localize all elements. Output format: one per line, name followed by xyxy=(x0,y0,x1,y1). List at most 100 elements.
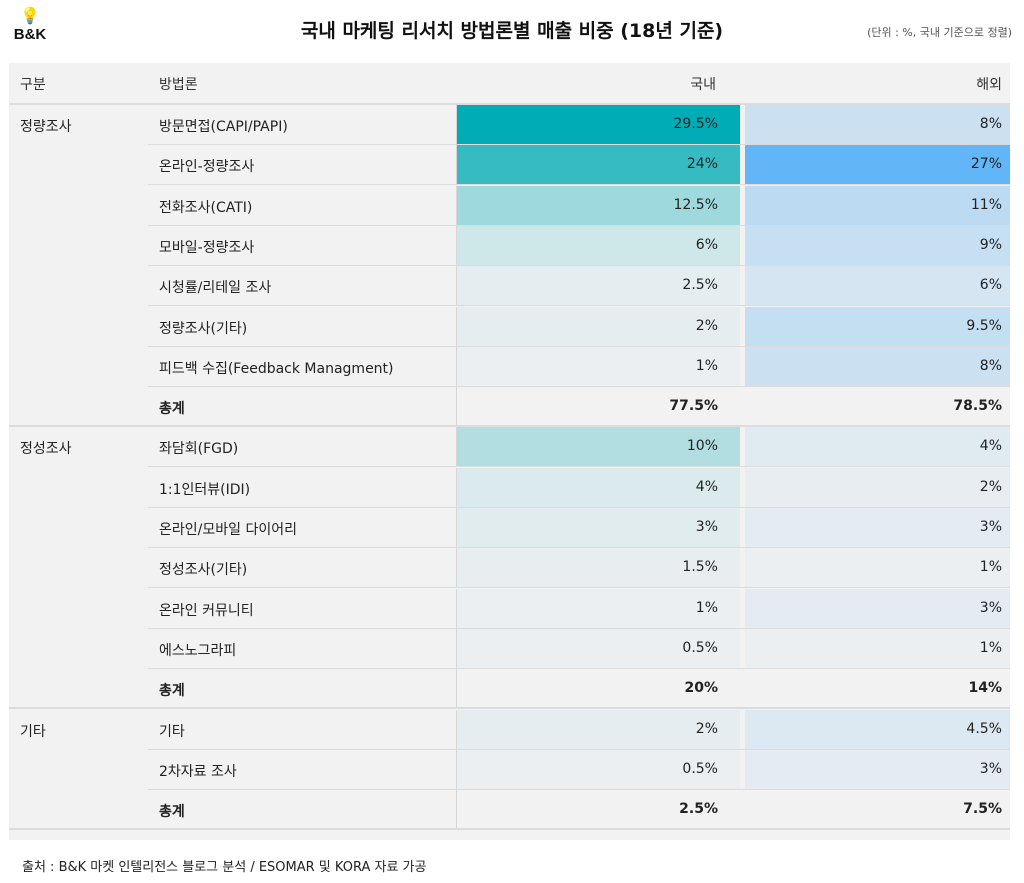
group-label: 정량조사 xyxy=(20,119,72,135)
data-table: 구분 방법론 국내 해외 정량조사 방문면접(CAPI/PAPI) 29.5% 8% 온… xyxy=(9,63,1010,840)
table-row: 시청률/리테일 조사 2.5% 6% xyxy=(9,266,1010,307)
total-row: 총계 77.5% 78.5% xyxy=(9,387,1010,428)
header-method: 방법론 xyxy=(159,77,198,93)
overseas-value: 11% xyxy=(745,185,1010,225)
method-label: 총계 xyxy=(159,401,185,418)
lightbulb-dollar-icon: 💡 xyxy=(20,6,40,25)
method-label: 모바일-정량조사 xyxy=(159,239,255,256)
domestic-value: 4% xyxy=(456,467,740,507)
domestic-value: 3% xyxy=(456,508,740,547)
table-row: 온라인 커뮤니티 1% 3% xyxy=(9,588,1010,629)
overseas-value: 9% xyxy=(745,225,1010,265)
row-divider xyxy=(148,305,1010,307)
domestic-value: 2% xyxy=(456,709,740,749)
domestic-value: 1% xyxy=(456,588,740,628)
domestic-value: 0.5% xyxy=(456,749,740,789)
domestic-value: 24% xyxy=(456,145,740,185)
domestic-value: 1% xyxy=(456,346,740,386)
method-label: 총계 xyxy=(159,804,185,821)
source-note: 출처 : B&K 마켓 인텔리전스 블로그 분석 / ESOMAR 및 KORA… xyxy=(22,860,427,875)
page-title: 국내 마케팅 리서치 방법론별 매출 비중 (18년 기준) xyxy=(300,20,724,42)
table-row: 전화조사(CATI) 12.5% 11% xyxy=(9,185,1010,226)
row-divider xyxy=(148,385,1010,387)
row-divider xyxy=(9,828,1010,831)
row-divider xyxy=(148,627,1010,629)
method-label: 피드백 수집(Feedback Managment) xyxy=(159,360,394,377)
row-divider xyxy=(148,345,1010,347)
method-label: 2차자료 조사 xyxy=(159,763,237,780)
row-divider xyxy=(148,184,1010,186)
table-row: 기타 기타 2% 4.5% xyxy=(9,709,1010,750)
domestic-value: 29.5% xyxy=(456,105,740,144)
header-overseas: 해외 xyxy=(976,77,1002,93)
overseas-value: 2% xyxy=(745,467,1010,507)
domestic-value: 2% xyxy=(456,306,740,346)
overseas-value: 8% xyxy=(745,346,1010,386)
method-label: 온라인 커뮤니티 xyxy=(159,602,254,619)
row-divider xyxy=(9,425,1010,428)
group-label: 정성조사 xyxy=(20,441,72,458)
header-domestic: 국내 xyxy=(690,77,716,93)
row-divider xyxy=(148,466,1010,468)
row-divider xyxy=(148,667,1010,669)
method-label: 정량조사(기타) xyxy=(159,320,248,337)
method-label: 방문면접(CAPI/PAPI) xyxy=(159,119,288,135)
table-row: 정량조사 방문면접(CAPI/PAPI) 29.5% 8% xyxy=(9,105,1010,145)
method-label: 온라인-정량조사 xyxy=(159,159,255,176)
domestic-value: 2.5% xyxy=(456,266,740,306)
method-label: 1:1인터뷰(IDI) xyxy=(159,481,251,498)
method-label: 전화조사(CATI) xyxy=(159,199,253,216)
method-label: 총계 xyxy=(159,683,185,700)
row-divider xyxy=(148,748,1010,750)
method-label: 정성조사(기타) xyxy=(159,562,248,579)
table-row: 2차자료 조사 0.5% 3% xyxy=(9,749,1010,790)
domestic-value: 1.5% xyxy=(456,548,740,588)
overseas-value: 7.5% xyxy=(963,801,1002,818)
domestic-value: 20% xyxy=(456,669,740,709)
domestic-value: 2.5% xyxy=(456,790,740,830)
group-label: 기타 xyxy=(20,723,46,740)
overseas-value: 27% xyxy=(745,145,1010,185)
row-divider xyxy=(148,224,1010,226)
overseas-value: 3% xyxy=(745,588,1010,628)
overseas-value: 3% xyxy=(745,508,1010,547)
method-label: 에스노그라피 xyxy=(159,642,237,659)
row-divider xyxy=(148,587,1010,589)
method-label: 시청률/리테일 조사 xyxy=(159,280,272,297)
total-row: 총계 20% 14% xyxy=(9,669,1010,710)
domestic-value: 12.5% xyxy=(456,185,740,225)
table-row: 에스노그라피 0.5% 1% xyxy=(9,628,1010,669)
overseas-value: 4% xyxy=(745,427,1010,467)
row-divider xyxy=(148,547,1010,548)
brand-logo: 💡 B&K xyxy=(8,6,52,56)
method-label: 온라인/모바일 다이어리 xyxy=(159,522,297,538)
row-divider xyxy=(148,506,1010,508)
overseas-value: 9.5% xyxy=(745,306,1010,346)
overseas-value: 6% xyxy=(745,266,1010,306)
method-label: 좌담회(FGD) xyxy=(159,441,239,458)
domestic-value: 10% xyxy=(456,427,740,467)
overseas-value: 78.5% xyxy=(953,398,1002,415)
overseas-value: 8% xyxy=(745,105,1010,144)
method-label: 기타 xyxy=(159,723,185,740)
unit-note: (단위 : %, 국내 기준으로 정렬) xyxy=(867,26,1012,39)
table-row: 모바일-정량조사 6% 9% xyxy=(9,225,1010,266)
table-row: 정성조사(기타) 1.5% 1% xyxy=(9,548,1010,589)
logo-text: B&K xyxy=(13,26,47,43)
domestic-value: 6% xyxy=(456,225,740,265)
table-row: 피드백 수집(Feedback Managment) 1% 8% xyxy=(9,346,1010,387)
overseas-value: 1% xyxy=(745,628,1010,668)
row-divider xyxy=(148,144,1010,145)
domestic-value: 0.5% xyxy=(456,628,740,668)
overseas-value: 4.5% xyxy=(745,709,1010,749)
header-group: 구분 xyxy=(20,77,46,93)
table-row: 1:1인터뷰(IDI) 4% 2% xyxy=(9,467,1010,508)
table-header: 구분 방법론 국내 해외 xyxy=(9,63,1010,105)
overseas-value: 3% xyxy=(745,749,1010,789)
row-divider xyxy=(9,707,1010,710)
row-divider xyxy=(148,264,1010,266)
table-row: 온라인-정량조사 24% 27% xyxy=(9,145,1010,186)
total-row: 총계 2.5% 7.5% xyxy=(9,790,1010,831)
table-row: 온라인/모바일 다이어리 3% 3% xyxy=(9,508,1010,548)
table-row: 정량조사(기타) 2% 9.5% xyxy=(9,306,1010,347)
